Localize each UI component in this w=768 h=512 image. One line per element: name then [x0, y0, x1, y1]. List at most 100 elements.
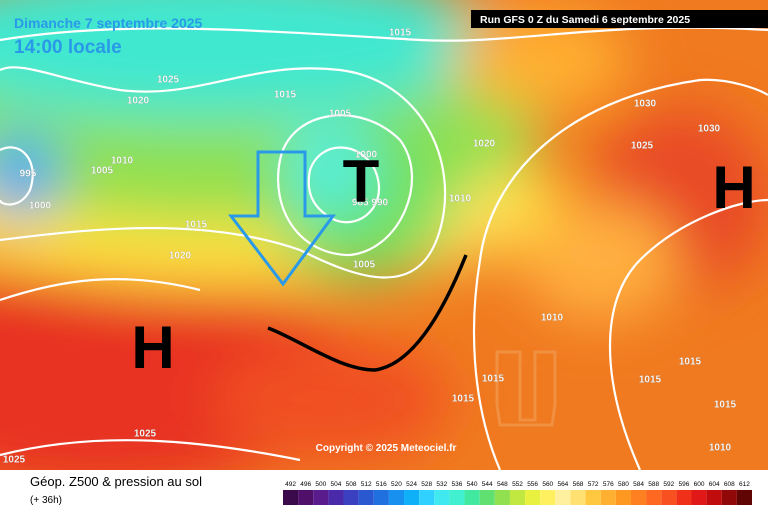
scale-swatch [585, 490, 601, 505]
isobar-label: 1010 [449, 194, 472, 205]
isobar-label: 1015 [482, 374, 505, 385]
isobar-label: 1025 [631, 141, 654, 152]
scale-swatch [570, 490, 586, 505]
scale-label: 508 [346, 481, 357, 488]
isobar-label: 1005 [91, 166, 114, 177]
scale-label: 592 [663, 481, 674, 488]
isobar-label: 1020 [127, 96, 150, 107]
isobar-label: 1010 [541, 313, 564, 324]
scale-label: 516 [376, 481, 387, 488]
map-field: 1015 1025 1020 1015 1005 1000 1010 1005 995 1000 1… [0, 0, 768, 470]
isobar-label: 1015 [274, 90, 297, 101]
scale-swatch [615, 490, 631, 505]
isobar-label: 1000 [29, 201, 52, 212]
orange-arrow [495, 350, 557, 427]
scale-swatch [283, 490, 299, 505]
date-label: Dimanche 7 septembre 2025 [14, 15, 203, 31]
scale-label: 568 [573, 481, 584, 488]
isobar-label: 1025 [157, 75, 180, 86]
scale-label: 532 [436, 481, 447, 488]
scale-label: 512 [361, 481, 372, 488]
scale-label: 576 [603, 481, 614, 488]
high-center: H [131, 314, 174, 381]
isobar-label: 1000 [355, 150, 378, 161]
isobar-label: 1015 [714, 400, 737, 411]
scale-label: 500 [315, 481, 326, 488]
isobar-label: 1015 [389, 28, 412, 39]
scale-label: 524 [406, 481, 417, 488]
scale-swatch [630, 490, 647, 505]
scale-label: 612 [739, 481, 750, 488]
scale-label: 588 [648, 481, 659, 488]
scale-swatch [449, 490, 465, 505]
isobar-label: 1030 [634, 99, 657, 110]
scale-label: 596 [678, 481, 689, 488]
footer-title: Géop. Z500 & pression au sol [30, 474, 202, 489]
isobar-label: 1025 [3, 455, 26, 466]
scale-swatch [676, 490, 692, 505]
scale-label: 504 [331, 481, 342, 488]
scale-swatch [373, 490, 389, 505]
isobar-labels: 1015 1025 1020 1015 1005 1000 1010 1005 995 1000 1… [3, 27, 737, 466]
time-label: 14:00 locale [14, 37, 122, 58]
scale-swatch [404, 490, 420, 505]
isobar-label: 1015 [452, 394, 475, 405]
scale-label: 544 [482, 481, 493, 488]
scale-label: 604 [709, 481, 720, 488]
scale-swatch [646, 490, 662, 505]
scale-label: 572 [588, 481, 599, 488]
scale-label: 580 [618, 481, 629, 488]
scale-label: 584 [633, 481, 644, 488]
scale-swatch [313, 490, 329, 505]
scale-label: 528 [421, 481, 432, 488]
run-label: Run GFS 0 Z du Samedi 6 septembre 2025 [480, 14, 690, 26]
scale-label: 496 [300, 481, 311, 488]
scale-label: 536 [452, 481, 463, 488]
scale-label: 548 [497, 481, 508, 488]
scale-swatch [736, 490, 752, 505]
scale-swatch [358, 490, 374, 505]
scale-swatch [434, 490, 450, 505]
footer-lead: (+ 36h) [30, 495, 62, 506]
isobar-label: 1015 [185, 220, 208, 231]
isobar-label: 1010 [709, 443, 732, 454]
scale-label: 540 [467, 481, 478, 488]
isobar-label: 1005 [329, 109, 352, 120]
scale-swatch [540, 490, 556, 505]
scale-label: 520 [391, 481, 402, 488]
isobar-label: 1025 [134, 429, 157, 440]
run-banner [471, 10, 768, 28]
scale-swatch [388, 490, 405, 505]
isobar-label: 1015 [679, 357, 702, 368]
scale-label: 560 [542, 481, 553, 488]
scale-swatch [343, 490, 359, 505]
scale-swatch [691, 490, 707, 505]
isobar-label: 1030 [698, 124, 721, 135]
scale-swatch [464, 490, 480, 505]
isobars [0, 26, 768, 470]
scale-swatch [494, 490, 510, 505]
scale-swatch [328, 490, 344, 505]
scale-swatch [555, 490, 571, 505]
front-line [267, 254, 468, 372]
isobar-label: 1005 [353, 260, 376, 271]
copyright: Copyright © 2025 Meteociel.fr [316, 443, 457, 454]
scale-label: 556 [527, 481, 538, 488]
isobar-label: 1020 [169, 251, 192, 262]
high-center: H [712, 154, 755, 221]
scale-swatch [661, 490, 677, 505]
scale-label: 608 [724, 481, 735, 488]
scale-label: 600 [694, 481, 705, 488]
scale-label: 492 [285, 481, 296, 488]
scale-swatch [509, 490, 526, 505]
scale-swatch [525, 490, 541, 505]
scale-label: 552 [512, 481, 523, 488]
isobar-label: 995 [20, 169, 37, 180]
scale-label: 564 [557, 481, 568, 488]
isobar-label: 1020 [473, 139, 496, 150]
color-scale: 492 496 500 504 508 512 516 520 524 528 532 536 540 5… [283, 481, 752, 505]
scale-swatch [600, 490, 616, 505]
scale-swatch [479, 490, 495, 505]
scale-swatch [721, 490, 737, 505]
low-center: T [343, 148, 380, 215]
